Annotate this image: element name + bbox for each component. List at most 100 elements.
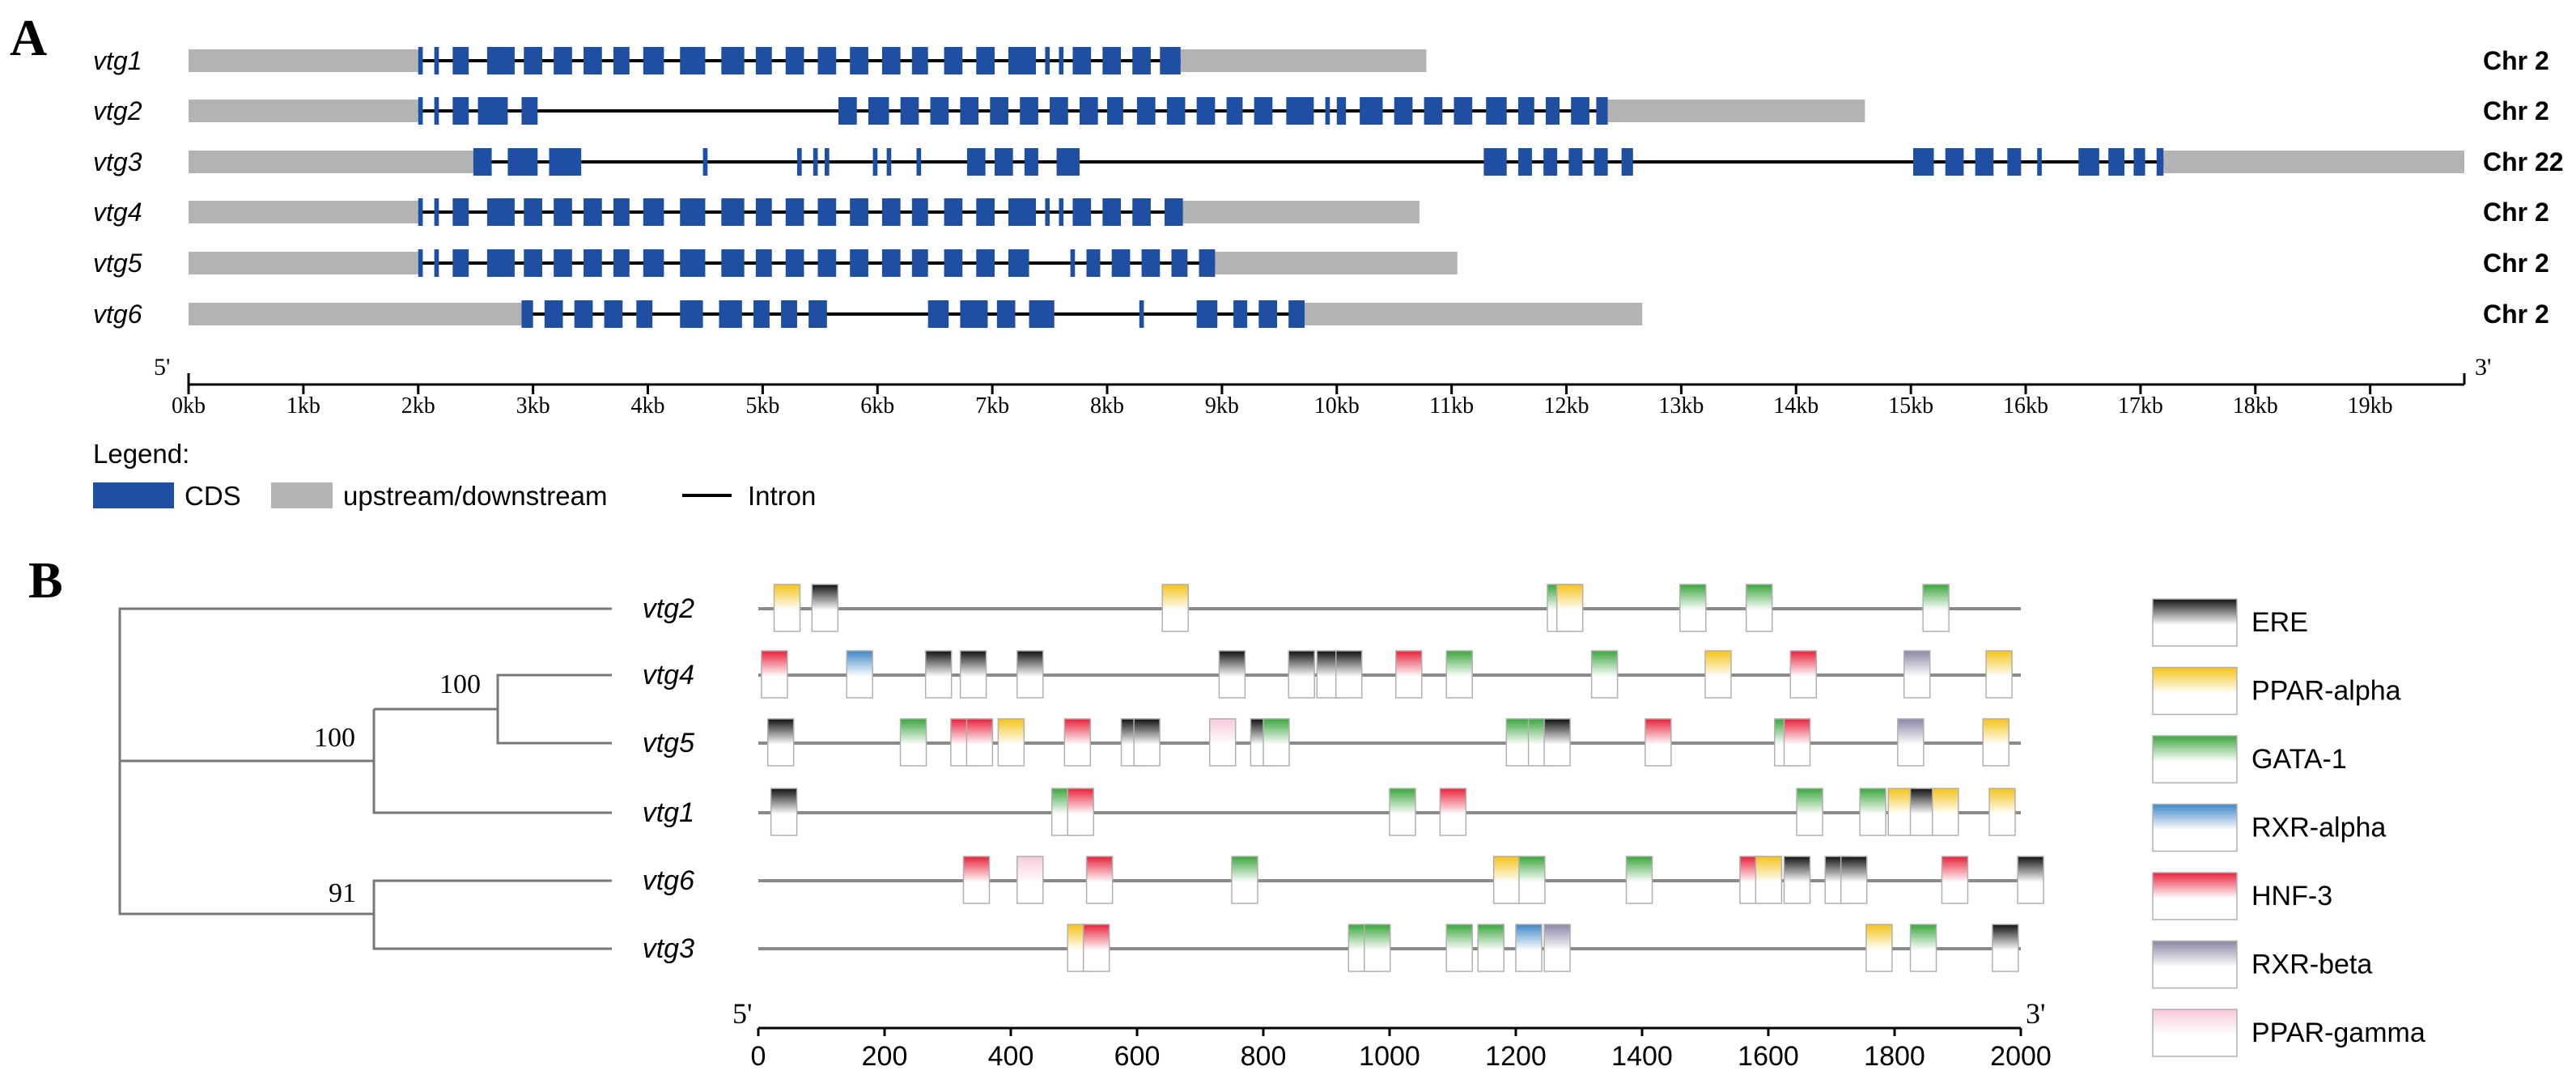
motif-gata-1 <box>1231 856 1258 904</box>
bp-tick-label: 1200 <box>1485 1041 1547 1072</box>
cds-exon <box>1160 47 1181 74</box>
motif-ere <box>811 584 839 632</box>
cds-exon <box>584 249 602 277</box>
downstream-region <box>1180 49 1427 72</box>
cds-exon <box>1336 97 1347 125</box>
legend-label-ppar-alpha: PPAR-alpha <box>2251 676 2401 707</box>
gene-label: vtg2 <box>93 96 142 125</box>
cds-exon <box>486 249 515 277</box>
bp-tick-label: 600 <box>1114 1041 1161 1072</box>
motif-gata-1 <box>1477 924 1504 972</box>
motif-gata-1 <box>1389 788 1416 836</box>
legend-utr-label: upstream/downstream <box>343 481 607 511</box>
cds-exon <box>434 47 439 74</box>
gene-row-vtg3: vtg3 Chr 22 <box>93 147 2564 176</box>
cds-exon <box>1164 198 1183 226</box>
motif-row-vtg6: vtg6 <box>643 856 2044 904</box>
cds-exon <box>944 249 963 277</box>
cds-exon <box>1050 97 1068 125</box>
tree-branch-vtg3 <box>372 914 612 950</box>
cds-exon <box>521 97 538 125</box>
bp-tick-label: 1000 <box>1359 1041 1420 1072</box>
downstream-region <box>2163 151 2464 173</box>
motif-gata-1 <box>1909 924 1937 972</box>
cds-exon <box>755 198 772 226</box>
cds-exon <box>524 249 542 277</box>
cds-exon <box>702 148 708 176</box>
motif-ere <box>1016 650 1044 699</box>
cds-exon <box>1111 249 1131 277</box>
cds-exon <box>554 47 572 74</box>
upstream-region <box>189 201 418 223</box>
cds-exon <box>473 148 492 176</box>
motif-ppar-alpha <box>1988 788 2016 836</box>
motif-ere <box>959 650 987 699</box>
cds-exon <box>911 198 928 226</box>
cds-exon <box>604 300 623 328</box>
cds-exon <box>1258 300 1277 328</box>
motif-hnf-3 <box>761 650 788 699</box>
cds-exon <box>1288 300 1305 328</box>
cds-exon <box>584 47 602 74</box>
upstream-region <box>189 49 418 72</box>
cds-exon <box>927 300 949 328</box>
cds-exon <box>1594 148 1608 176</box>
motif-ppar-alpha <box>1982 718 2009 767</box>
cds-exon <box>976 47 995 74</box>
kb-tick-label: 18kb <box>2233 393 2278 419</box>
cds-exon <box>452 198 469 226</box>
cds-exon <box>1029 300 1055 328</box>
cds-exon <box>477 97 508 125</box>
legend-swatch-rxr-alpha <box>2152 803 2238 852</box>
cds-exon <box>838 97 857 125</box>
tree-branch-vtg4 <box>374 673 612 711</box>
cds-exon <box>418 47 423 74</box>
cds-exon <box>881 198 901 226</box>
motif-row-vtg1: vtg1 <box>643 788 2021 836</box>
five-prime-label: 5' <box>154 354 170 380</box>
motif-hnf-3 <box>1783 718 1811 767</box>
cds-exon <box>1571 97 1589 125</box>
motif-rxr-beta <box>1897 718 1925 767</box>
chromosome-label: Chr 2 <box>2483 198 2549 227</box>
chromosome-label: Chr 22 <box>2483 147 2564 176</box>
cds-exon <box>2108 148 2125 176</box>
kb-axis: 5' 3' 0kb 1kb 2kb 3kb 4kb 5kb 6kb 7kb 8kb 9kb 10kb 11… <box>154 354 2491 419</box>
cds-exon <box>824 148 830 176</box>
motif-ppar-gamma <box>1016 856 1044 904</box>
kb-tick-label: 7kb <box>975 393 1009 419</box>
kb-tick-label: 3kb <box>516 393 550 419</box>
cds-exon <box>1975 148 1994 176</box>
cds-exon <box>549 148 582 176</box>
gene-row-vtg1: vtg1 Chr 2 <box>93 46 2549 75</box>
cds-exon <box>719 300 742 328</box>
motif-ppar-gamma <box>1208 718 1237 767</box>
cds-exon <box>1226 97 1243 125</box>
cds-exon <box>755 47 772 74</box>
cds-exon <box>1483 148 1507 176</box>
motif-rxr-beta <box>1903 650 1931 699</box>
bp-tick-label: 2000 <box>1990 1041 2052 1072</box>
cds-exon <box>643 47 664 74</box>
cds-exon <box>680 47 706 74</box>
cds-exon <box>613 47 630 74</box>
cds-exon <box>418 198 423 226</box>
cds-exon <box>785 47 804 74</box>
three-prime-label: 3' <box>2475 354 2491 380</box>
kb-tick-label: 16kb <box>2003 393 2048 419</box>
motif-gene-label: vtg2 <box>643 593 694 624</box>
cds-exon <box>486 198 515 226</box>
legend-swatch-ppar-gamma <box>2152 1009 2238 1057</box>
cds-exon <box>944 198 963 226</box>
cds-exon <box>452 249 469 277</box>
cds-exon <box>1196 300 1218 328</box>
cds-exon <box>1543 148 1558 176</box>
cds-exon <box>554 249 572 277</box>
cds-exon <box>900 97 919 125</box>
motif-hnf-3 <box>1082 924 1110 972</box>
kb-tick-label: 8kb <box>1090 393 1124 419</box>
cds-exon <box>613 249 630 277</box>
cds-exon <box>1056 148 1080 176</box>
cds-exon <box>817 249 837 277</box>
bp-tick-label: 400 <box>988 1041 1034 1072</box>
